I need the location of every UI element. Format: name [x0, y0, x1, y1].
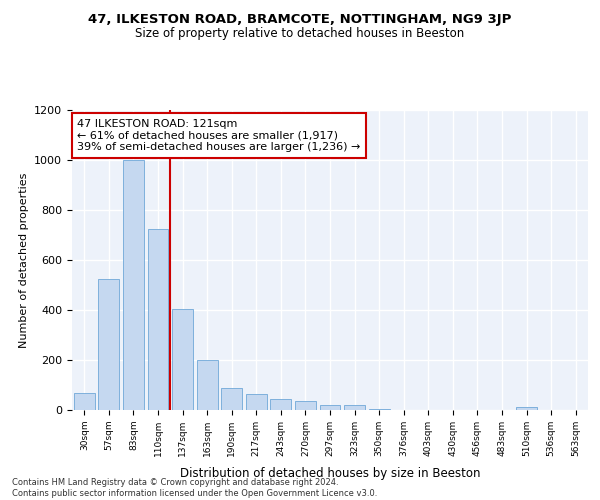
Y-axis label: Number of detached properties: Number of detached properties — [19, 172, 29, 348]
Text: Contains HM Land Registry data © Crown copyright and database right 2024.
Contai: Contains HM Land Registry data © Crown c… — [12, 478, 377, 498]
Bar — [271, 399, 292, 410]
Bar — [98, 279, 119, 410]
Text: 47, ILKESTON ROAD, BRAMCOTE, NOTTINGHAM, NG9 3JP: 47, ILKESTON ROAD, BRAMCOTE, NOTTINGHAM,… — [88, 12, 512, 26]
Bar — [320, 405, 340, 410]
Bar — [246, 394, 267, 410]
Bar — [516, 407, 537, 410]
Bar — [197, 360, 218, 410]
Text: Size of property relative to detached houses in Beeston: Size of property relative to detached ho… — [136, 28, 464, 40]
X-axis label: Distribution of detached houses by size in Beeston: Distribution of detached houses by size … — [180, 467, 480, 480]
Bar — [123, 160, 144, 410]
Bar — [221, 388, 242, 410]
Bar — [148, 229, 169, 410]
Bar — [344, 405, 365, 410]
Text: 47 ILKESTON ROAD: 121sqm
← 61% of detached houses are smaller (1,917)
39% of sem: 47 ILKESTON ROAD: 121sqm ← 61% of detach… — [77, 119, 361, 152]
Bar — [172, 308, 193, 410]
Bar — [368, 409, 389, 410]
Bar — [295, 401, 316, 410]
Bar — [74, 392, 95, 410]
